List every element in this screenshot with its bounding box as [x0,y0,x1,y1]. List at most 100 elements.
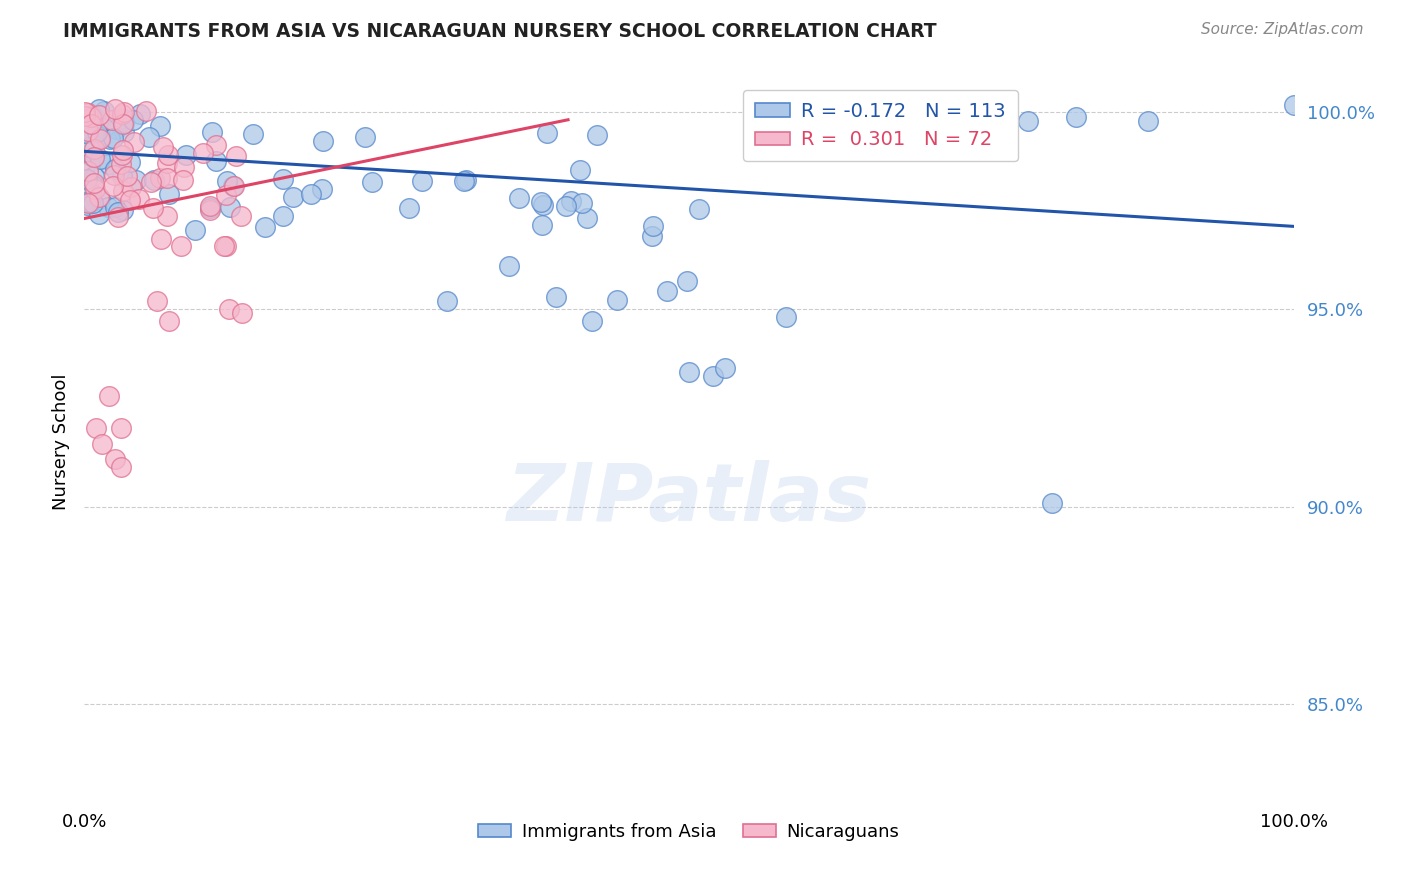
Point [453,174,475,188]
Y-axis label: Nursery School: Nursery School [52,373,70,510]
Point [943,109,966,123]
Point [118,193,141,207]
Point [83,150,105,164]
Point [253,219,276,234]
Point [157,314,180,328]
Point [702,369,724,384]
Point [139,175,162,189]
Point [149,119,172,133]
Point [546,290,568,304]
Point [107,210,129,224]
Point [204,153,226,168]
Point [714,361,737,376]
Point [606,293,628,307]
Point [77,139,100,153]
Point [112,144,135,158]
Point [122,112,145,127]
Point [89,190,111,204]
Point [531,198,554,212]
Point [93,120,115,135]
Point [221,178,243,193]
Point [80,111,103,125]
Point [82,178,104,192]
Point [75,127,97,141]
Point [398,202,420,216]
Point [156,156,179,170]
Point [103,178,125,193]
Point [104,200,127,214]
Point [89,131,111,145]
Text: ZIPatlas: ZIPatlas [506,460,872,539]
Point [896,113,918,128]
Point [82,196,104,211]
Point [111,117,134,131]
Point [80,109,103,123]
Point [498,259,520,273]
Point [560,194,582,208]
Point [311,182,333,196]
Point [229,209,252,223]
Point [112,125,135,139]
Point [122,135,145,149]
Point [125,173,148,187]
Point [87,103,110,117]
Point [156,170,179,185]
Point [536,126,558,140]
Point [80,144,103,158]
Point [149,170,172,185]
Point [93,104,115,119]
Point [920,103,942,117]
Point [156,209,179,223]
Point [107,204,129,219]
Point [103,168,125,182]
Point [112,115,135,129]
Point [1064,110,1087,124]
Point [76,106,98,120]
Point [111,107,134,121]
Point [173,160,195,174]
Point [86,125,108,139]
Point [73,109,96,123]
Point [312,134,335,148]
Point [980,98,1002,112]
Point [97,389,120,403]
Point [530,195,553,210]
Point [581,314,603,328]
Point [112,202,135,217]
Point [89,193,111,207]
Point [80,186,103,201]
Point [73,104,96,119]
Point [641,219,664,234]
Point [174,147,197,161]
Point [157,147,180,161]
Point [98,132,121,146]
Point [87,207,110,221]
Point [205,137,228,152]
Point [97,200,120,214]
Point [200,201,222,215]
Point [83,142,105,156]
Point [859,103,882,118]
Point [86,421,108,435]
Point [586,128,609,143]
Point [1282,98,1305,112]
Point [676,274,699,288]
Point [75,166,97,180]
Point [89,152,111,166]
Point [688,202,710,216]
Point [110,460,132,475]
Point [75,195,97,210]
Point [135,103,157,118]
Point [89,129,111,144]
Point [436,294,458,309]
Point [84,182,107,196]
Point [219,200,242,214]
Point [82,141,104,155]
Point [159,186,181,201]
Point [79,194,101,209]
Point [225,149,247,163]
Point [80,117,103,131]
Point [77,164,100,178]
Point [110,157,132,171]
Point [775,310,797,325]
